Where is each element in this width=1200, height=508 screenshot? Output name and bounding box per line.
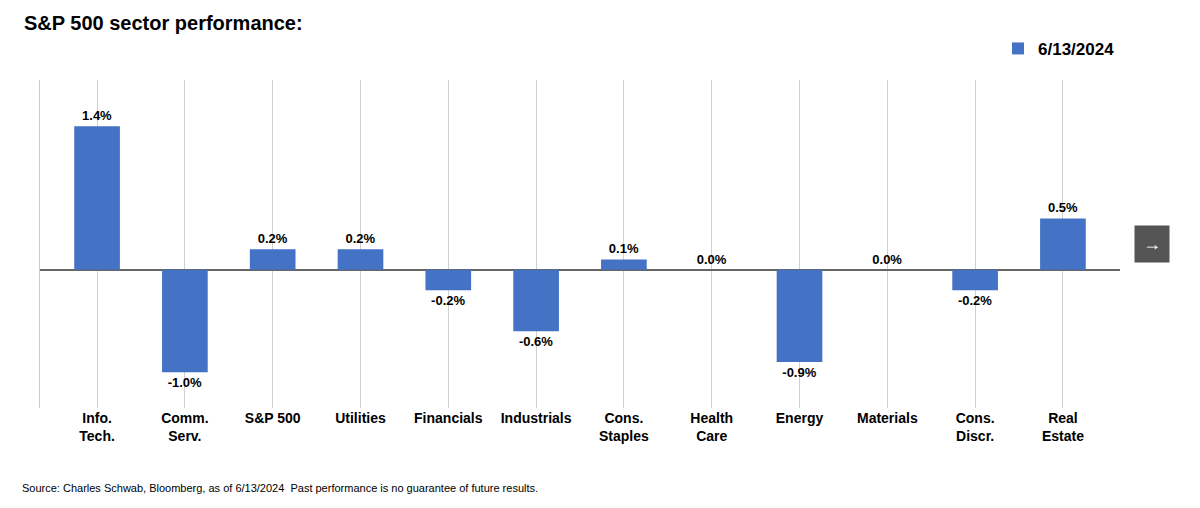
svg-text:S&P 500 sector performance:: S&P 500 sector performance: (24, 12, 303, 34)
svg-text:Source: Charles Schwab, Bloomb: Source: Charles Schwab, Bloomberg, as of… (22, 482, 538, 494)
svg-text:S&P 500: S&P 500 (245, 410, 301, 426)
svg-text:Utilities: Utilities (335, 410, 386, 426)
svg-text:Info.Tech.: Info.Tech. (79, 410, 115, 444)
svg-text:0.1%: 0.1% (609, 241, 639, 256)
svg-text:Materials: Materials (857, 410, 918, 426)
svg-text:1.4%: 1.4% (82, 108, 112, 123)
svg-text:6/13/2024: 6/13/2024 (1038, 40, 1114, 59)
svg-text:0.0%: 0.0% (697, 252, 727, 267)
svg-text:0.2%: 0.2% (345, 231, 375, 246)
svg-text:-0.2%: -0.2% (431, 293, 465, 308)
svg-text:HealthCare: HealthCare (690, 410, 733, 444)
svg-text:0.5%: 0.5% (1048, 200, 1078, 215)
svg-text:Energy: Energy (776, 410, 824, 426)
svg-text:Financials: Financials (414, 410, 483, 426)
svg-text:-0.6%: -0.6% (519, 334, 553, 349)
svg-text:-0.2%: -0.2% (958, 293, 992, 308)
svg-text:RealEstate: RealEstate (1042, 410, 1084, 444)
svg-text:Comm.Serv.: Comm.Serv. (161, 410, 208, 444)
svg-text:0.2%: 0.2% (258, 231, 288, 246)
svg-text:Cons.Discr.: Cons.Discr. (956, 410, 995, 444)
svg-text:-1.0%: -1.0% (168, 375, 202, 390)
svg-text:0.0%: 0.0% (872, 252, 902, 267)
svg-text:→: → (1143, 234, 1161, 254)
svg-text:Industrials: Industrials (501, 410, 572, 426)
svg-text:Cons.Staples: Cons.Staples (599, 410, 649, 444)
svg-text:-0.9%: -0.9% (782, 365, 816, 380)
